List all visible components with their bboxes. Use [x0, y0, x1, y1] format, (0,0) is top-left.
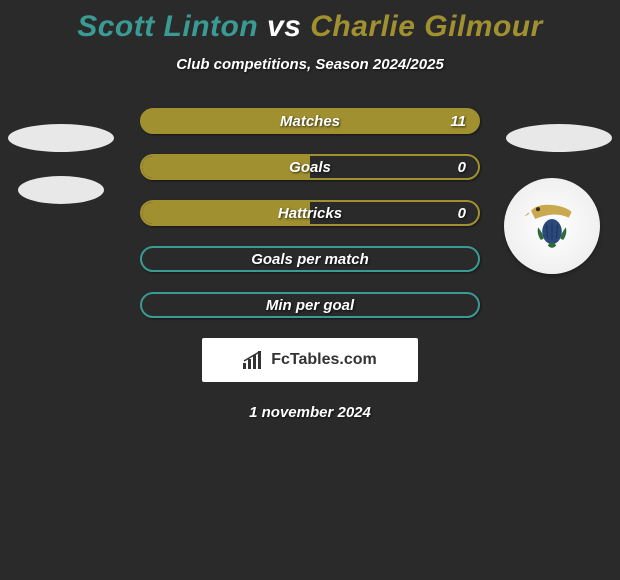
comparison-title: Scott Linton vs Charlie Gilmour	[0, 0, 620, 44]
stat-row: Goals per match	[0, 246, 620, 272]
stat-label: Goals	[289, 159, 331, 176]
subtitle-text: Club competitions, Season 2024/2025	[0, 56, 620, 73]
stat-bar: Goals 0	[140, 154, 480, 180]
stat-row: Hattricks 0	[0, 200, 620, 226]
player1-name: Scott Linton	[77, 10, 258, 43]
stat-value: 0	[458, 159, 466, 176]
player2-name: Charlie Gilmour	[310, 10, 543, 43]
stat-label: Matches	[280, 113, 340, 130]
stat-value: 11	[450, 113, 466, 130]
branding-text: FcTables.com	[271, 351, 377, 369]
vs-text: vs	[267, 10, 301, 43]
branding-badge: FcTables.com	[202, 338, 418, 382]
stat-label: Goals per match	[251, 251, 369, 268]
stat-row: Goals 0	[0, 154, 620, 180]
stat-label: Hattricks	[278, 205, 342, 222]
stat-row: Min per goal	[0, 292, 620, 318]
stat-bar: Min per goal	[140, 292, 480, 318]
stat-label: Min per goal	[266, 297, 354, 314]
stat-bar: Hattricks 0	[140, 200, 480, 226]
stat-row: Matches 11	[0, 108, 620, 134]
stat-bar: Matches 11	[140, 108, 480, 134]
footer-date: 1 november 2024	[0, 404, 620, 421]
stats-list: Matches 11 Goals 0 Hattricks 0 Goals per match…	[0, 108, 620, 318]
stat-bar-fill	[142, 156, 310, 178]
stat-value: 0	[458, 205, 466, 222]
stat-bar: Goals per match	[140, 246, 480, 272]
bar-chart-icon	[243, 351, 265, 369]
